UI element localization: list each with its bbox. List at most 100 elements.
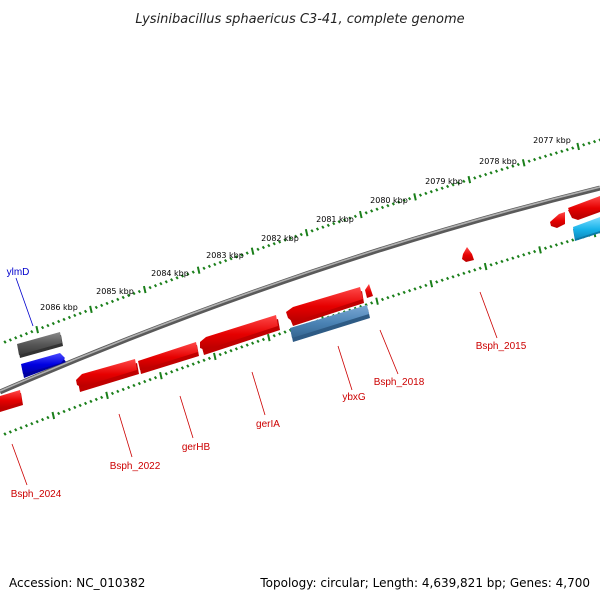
tick-mark <box>110 299 115 304</box>
tick-mark <box>571 238 575 242</box>
tick-mark <box>272 334 276 338</box>
tick-mark <box>391 294 395 298</box>
tick-mark <box>538 156 542 160</box>
tick-mark <box>402 198 406 203</box>
kbp-label-2079: 2079 kbp <box>425 177 463 186</box>
tick-mark <box>440 186 444 190</box>
tick-mark <box>30 330 34 334</box>
gene-arrow-gerHB[interactable] <box>138 342 199 374</box>
tick-mark <box>35 419 39 424</box>
tick-mark <box>478 174 482 178</box>
gene-arrow-ylmD[interactable] <box>17 332 63 358</box>
gene-arrow-ybxG[interactable] <box>290 305 370 342</box>
tick-mark <box>8 430 12 434</box>
tick-mark <box>375 297 379 305</box>
leader-Bsph_2018 <box>379 329 399 375</box>
tick-mark <box>24 424 29 428</box>
tick-mark <box>445 184 450 189</box>
tick-mark <box>407 196 412 201</box>
gene-arrow[interactable] <box>365 284 373 298</box>
gene-label-Bsph_2024[interactable]: Bsph_2024 <box>11 489 62 500</box>
tick-mark <box>500 167 504 172</box>
tick-mark <box>353 214 357 219</box>
gene-arrow-gerIA[interactable] <box>200 315 280 355</box>
tick-mark <box>19 426 23 430</box>
tick-mark <box>170 370 174 374</box>
tick-mark <box>250 247 255 255</box>
tick-mark <box>24 332 29 336</box>
gene-label-Bsph_2022[interactable]: Bsph_2022 <box>110 461 161 472</box>
tick-mark <box>40 325 45 330</box>
tick-mark <box>143 379 147 384</box>
tick-mark <box>516 162 520 167</box>
tick-mark <box>337 220 341 224</box>
outer-tick-ring <box>3 138 600 344</box>
tick-mark <box>429 279 434 288</box>
tick-mark <box>462 271 466 276</box>
tick-mark <box>413 287 417 291</box>
tick-mark <box>478 266 482 270</box>
gene-label-ylmD[interactable]: ylmD <box>7 267 30 278</box>
tick-mark <box>202 358 206 362</box>
tick-mark <box>283 238 287 242</box>
leader-ybxG <box>337 345 353 391</box>
leader-gerIA <box>251 371 266 416</box>
tick-mark <box>180 366 185 370</box>
tick-mark <box>170 278 174 282</box>
gene-arrow[interactable] <box>573 217 600 241</box>
kbp-label-2085: 2085 kbp <box>96 287 134 296</box>
tick-mark <box>100 303 104 308</box>
gene-label-gerIA[interactable]: gerIA <box>256 419 280 430</box>
tick-mark <box>229 257 233 261</box>
tick-mark <box>191 362 195 366</box>
gene-label-Bsph_2018[interactable]: Bsph_2018 <box>374 377 425 388</box>
tick-mark <box>137 381 141 386</box>
tick-mark <box>40 417 45 422</box>
tick-mark <box>456 181 461 185</box>
tick-mark <box>57 411 61 416</box>
tick-mark <box>467 269 471 274</box>
kbp-label-2083: 2083 kbp <box>206 251 244 260</box>
tick-mark <box>57 319 61 324</box>
tick-mark <box>278 240 282 244</box>
tick-mark <box>484 172 488 177</box>
gene-arrow-Bsph_2024[interactable] <box>0 390 23 412</box>
tick-mark <box>14 336 18 340</box>
tick-mark <box>180 274 185 278</box>
tick-mark <box>153 375 158 380</box>
gene-arrow[interactable] <box>462 247 474 262</box>
gene-arrow[interactable] <box>286 287 364 326</box>
gene-label-ybxG[interactable]: ybxG <box>342 392 366 403</box>
tick-mark <box>213 352 217 361</box>
tick-mark <box>78 311 82 316</box>
tick-mark <box>494 169 499 173</box>
gene-arrow[interactable] <box>568 196 600 220</box>
tick-mark <box>386 203 390 208</box>
tick-mark <box>67 407 72 412</box>
gene-features <box>0 196 600 412</box>
gene-arrow[interactable] <box>550 212 565 228</box>
tick-mark <box>565 239 569 244</box>
tick-mark <box>527 159 531 163</box>
gene-label-Bsph_2015[interactable]: Bsph_2015 <box>476 341 527 352</box>
tick-mark <box>62 409 66 414</box>
tick-mark <box>391 202 395 206</box>
tick-mark <box>256 247 260 252</box>
tick-mark <box>304 228 309 237</box>
gene-arrow-Bsph_2022[interactable] <box>76 359 139 392</box>
tick-mark <box>489 263 493 267</box>
tick-mark <box>83 309 88 314</box>
tick-mark <box>310 229 314 233</box>
accession-text: Accession: NC_010382 <box>9 576 146 590</box>
tick-mark <box>245 343 249 347</box>
tick-mark <box>435 280 439 284</box>
tick-mark <box>397 292 401 296</box>
tick-mark <box>418 285 423 289</box>
tick-mark <box>435 188 439 192</box>
gene-arrow[interactable] <box>21 353 66 378</box>
gene-label-gerHB[interactable]: gerHB <box>182 442 211 453</box>
leader-Bsph_2024 <box>11 443 28 486</box>
tick-mark <box>110 391 115 396</box>
leader-Bsph_2022 <box>118 413 133 458</box>
tick-mark <box>78 403 82 408</box>
